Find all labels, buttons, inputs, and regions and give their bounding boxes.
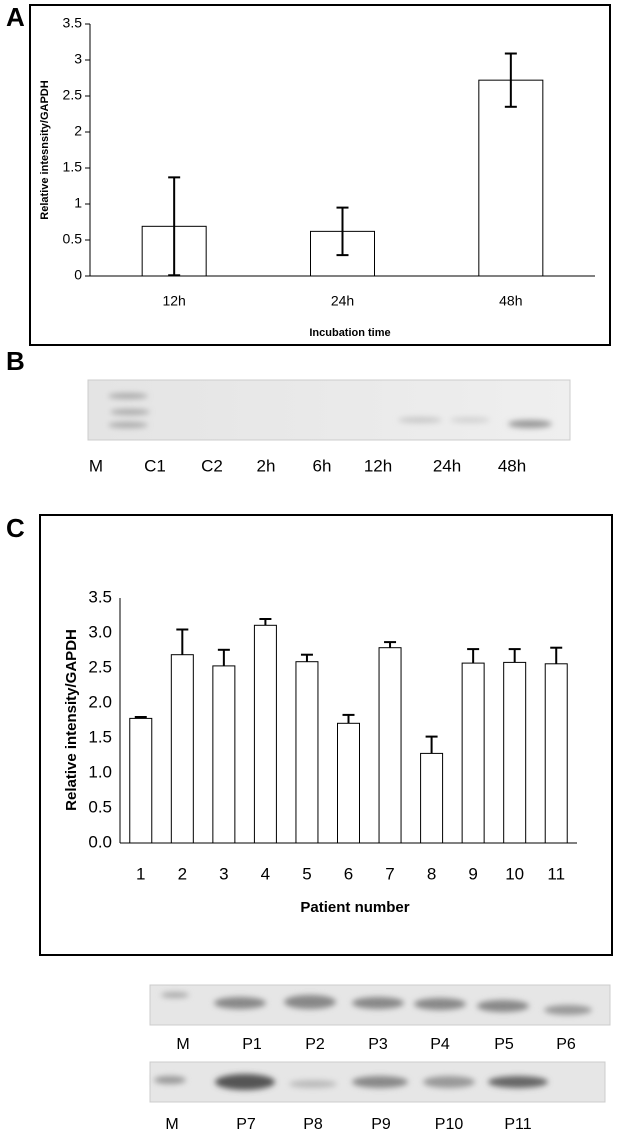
x-tick-label: 2: [178, 864, 187, 883]
gel-bands: [154, 992, 592, 1090]
lane-label: C2: [201, 456, 223, 475]
y-tick-label: 3: [74, 51, 82, 67]
error-bar: [168, 176, 181, 277]
error-bar: [134, 716, 147, 719]
lane-label: M: [176, 1036, 189, 1053]
error-bar: [504, 52, 517, 108]
bar: [170, 654, 194, 844]
bar: [544, 663, 568, 844]
x-axis-label: Patient number: [300, 899, 409, 916]
lane-label: P3: [368, 1036, 388, 1053]
x-tick-label: 8: [427, 864, 436, 883]
lane-label: P6: [556, 1036, 576, 1053]
panel-frame: [39, 514, 613, 956]
lane-label: M: [165, 1116, 178, 1133]
lane-label: 24h: [433, 456, 461, 475]
y-axis-label: Relative intesnsity/GAPDH: [39, 80, 51, 219]
error-bar: [300, 653, 313, 662]
bar: [420, 752, 444, 844]
lane-label: P4: [430, 1036, 450, 1053]
x-tick-label: 6: [344, 864, 353, 883]
bar: [503, 661, 527, 844]
x-tick-label: 5: [302, 864, 311, 883]
bar: [295, 661, 319, 844]
y-tick-label: 2.5: [88, 657, 112, 676]
y-tick-label: 2: [74, 123, 82, 139]
gel-bands: [108, 393, 552, 428]
x-tick-label: 10: [505, 864, 524, 883]
error-bar: [425, 735, 438, 754]
error-bar: [217, 648, 230, 666]
lane-label: C1: [144, 456, 166, 475]
lane-label: P8: [303, 1116, 323, 1133]
bar: [337, 722, 360, 844]
x-tick-label: 4: [261, 864, 270, 883]
bar: [253, 624, 277, 844]
y-tick-label: 1.5: [63, 159, 83, 175]
gel-lane-labels: M C1 C2 2h 6h 12h 24h 48h: [89, 456, 526, 475]
error-bar: [342, 713, 355, 724]
panel-label: A: [6, 2, 25, 32]
error-bar: [550, 646, 563, 664]
lane-label: 12h: [364, 456, 392, 475]
y-tick-label: 3.5: [63, 15, 83, 31]
y-tick-label: 2.5: [63, 87, 83, 103]
y-tick-label: 0: [74, 267, 82, 283]
y-tick-label: 1.0: [88, 762, 112, 781]
error-bar: [467, 648, 480, 664]
lane-label: P7: [236, 1116, 256, 1133]
error-bar: [336, 206, 349, 257]
lane-label: 6h: [313, 456, 332, 475]
y-tick-label: 3.0: [88, 622, 112, 641]
x-tick-label: 11: [547, 864, 565, 883]
x-tick-label: 12h: [162, 293, 185, 309]
x-tick-label: 48h: [499, 293, 522, 309]
lane-label: P2: [305, 1036, 325, 1053]
error-bar: [259, 618, 272, 626]
y-tick-label: 1.5: [88, 727, 112, 746]
gel-image: [87, 379, 571, 441]
lane-label: 48h: [498, 456, 526, 475]
lane-label: P10: [435, 1116, 464, 1133]
lane-label: P1: [242, 1036, 262, 1053]
panel-label: B: [6, 346, 25, 376]
bar: [378, 647, 402, 844]
x-axis-label: Incubation time: [309, 327, 390, 339]
y-tick-label: 3.5: [88, 587, 112, 606]
lane-label: P9: [371, 1116, 391, 1133]
y-tick-label: 0.5: [63, 231, 83, 247]
gel-lane-labels: M P1 P2 P3 P4 P5 P6 M P7 P8 P9 P10 P11: [165, 1036, 576, 1133]
y-tick-label: 2.0: [88, 692, 112, 711]
y-tick-label: 1: [74, 195, 82, 211]
x-tick-label: 9: [468, 864, 477, 883]
bar: [478, 79, 544, 277]
lane-label: P11: [504, 1116, 531, 1133]
lane-label: M: [89, 456, 103, 475]
x-tick-label: 7: [385, 864, 394, 883]
x-tick-label: 24h: [331, 293, 354, 309]
bar: [461, 662, 485, 844]
error-bar: [508, 648, 521, 663]
panel-frame: [29, 4, 611, 346]
lane-label: P5: [494, 1036, 514, 1053]
bar: [212, 665, 236, 844]
panel-label: C: [6, 513, 25, 543]
bar: [129, 717, 153, 844]
x-tick-label: 1: [136, 864, 145, 883]
lane-label: 2h: [257, 456, 276, 475]
y-axis-label: Relative intensity/GAPDH: [63, 629, 80, 811]
error-bar: [176, 628, 189, 655]
x-tick-label: 3: [219, 864, 228, 883]
y-tick-label: 0.0: [88, 832, 112, 851]
error-bar: [384, 641, 397, 648]
y-tick-label: 0.5: [88, 797, 112, 816]
